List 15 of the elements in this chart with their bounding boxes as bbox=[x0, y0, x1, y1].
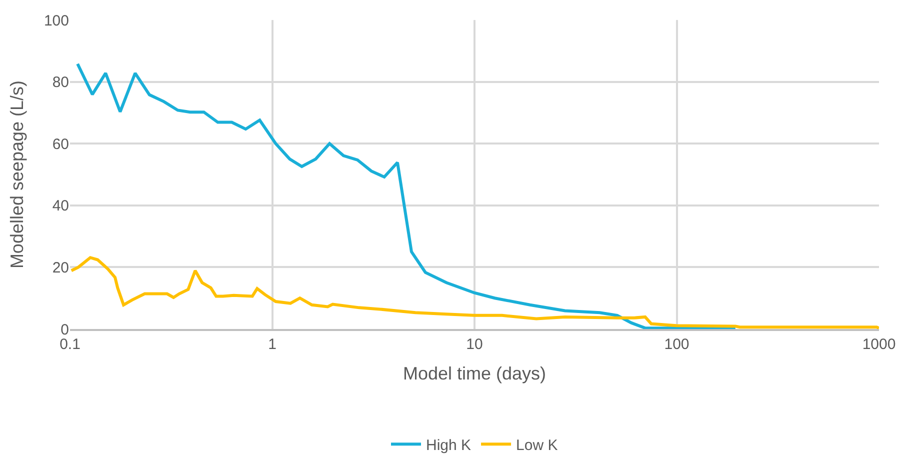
y-tick-label: 20 bbox=[52, 259, 69, 276]
x-tick-label: 10 bbox=[466, 336, 483, 353]
y-tick-label: 40 bbox=[52, 198, 69, 215]
x-tick-label: 100 bbox=[664, 336, 690, 353]
y-tick-label: 60 bbox=[52, 136, 69, 153]
y-tick-label: 80 bbox=[52, 74, 69, 92]
legend-label: Low K bbox=[516, 436, 558, 454]
y-tick-label: 0 bbox=[60, 321, 69, 338]
y-tick-label: 100 bbox=[44, 12, 69, 30]
y-axis-title: Modelled seepage (L/s) bbox=[7, 80, 28, 269]
legend-label: High K bbox=[426, 436, 472, 454]
x-axis-title: Model time (days) bbox=[402, 364, 546, 384]
x-tick-label: 1 bbox=[268, 336, 276, 353]
x-tick-label: 0.1 bbox=[60, 336, 80, 353]
x-tick-label: 1000 bbox=[862, 336, 896, 353]
